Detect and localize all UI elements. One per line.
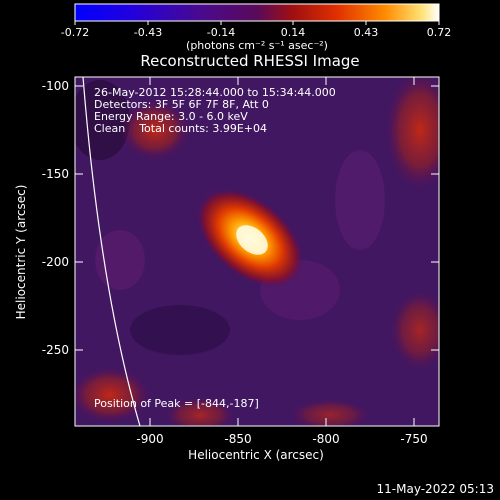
colorbar-tick-label: -0.14: [206, 26, 236, 39]
x-tick-label: -800: [312, 432, 340, 446]
plot-frame: [74, 76, 440, 427]
colorbar-tick-label: -0.43: [133, 26, 163, 39]
y-tick-label: -150: [41, 167, 69, 181]
y-axis-ticks: [75, 85, 439, 351]
info-line-time: 26-May-2012 15:28:44.000 to 15:34:44.000: [94, 86, 336, 99]
peak-position-text: Position of Peak = [-844,-187]: [94, 397, 259, 410]
info-line-energy: Energy Range: 3.0 - 6.0 keV: [94, 110, 248, 123]
y-tick-label: -100: [41, 79, 69, 93]
colorbar-ticks: [74, 21, 440, 25]
info-line-clean: Clean Total counts: 3.99E+04: [94, 122, 268, 135]
timestamp: 11-May-2022 05:13: [376, 482, 494, 496]
colorbar-tick-label: 0.72: [426, 26, 452, 39]
x-axis-ticks: [149, 77, 415, 426]
y-tick-label: -200: [41, 255, 69, 269]
colorbar-tick-label: 0.43: [353, 26, 379, 39]
colorbar-tick-label: -0.72: [60, 26, 90, 39]
colorbar-unit-label: (photons cm⁻² s⁻¹ asec⁻²): [186, 39, 328, 52]
y-axis-label: Heliocentric Y (arcsec): [14, 184, 28, 320]
x-tick-label: -850: [224, 432, 252, 446]
x-tick-label: -900: [136, 432, 164, 446]
info-line-detectors: Detectors: 3F 5F 6F 7F 8F, Att 0: [94, 98, 269, 111]
y-tick-label: -250: [41, 343, 69, 357]
colorbar: [74, 3, 440, 22]
plot-title: Reconstructed RHESSI Image: [140, 52, 360, 70]
image-plot: [75, 77, 439, 426]
solar-limb: [82, 77, 141, 426]
colorbar-tick-label: 0.14: [280, 26, 306, 39]
x-tick-label: -750: [400, 432, 428, 446]
x-axis-label: Heliocentric X (arcsec): [188, 448, 324, 462]
